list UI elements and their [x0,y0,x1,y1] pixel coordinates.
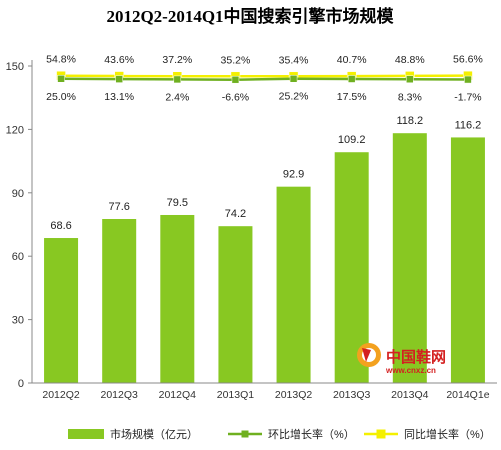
qoq-series-label: 2.4% [165,91,189,103]
yoy-series-label: 40.7% [337,54,367,66]
qoq-series-marker [289,74,298,83]
yoy-series-label: 54.8% [46,54,76,66]
bar [276,186,311,383]
yoy-series-label: 48.8% [395,54,425,66]
qoq-series-label: 13.1% [104,91,134,103]
x-axis: 2012Q2 2012Q3 2012Q4 2013Q1 2013Q2 2013Q3 2013… [32,382,497,401]
watermark-text: 中国鞋网 [386,348,446,366]
yoy-series-label: 56.6% [453,54,483,66]
qoq-series-label: 25.2% [279,91,309,103]
bar [102,219,137,383]
qoq-series-marker [231,75,240,84]
x-tick-label: 2013Q3 [333,389,371,401]
qoq-series-marker [115,75,123,83]
qoq-series-marker [347,75,356,83]
legend-swatch-marker [241,430,249,438]
bar [218,226,253,383]
chart-title: 2012Q2-2014Q1中国搜索引擎市场规模 [106,6,394,26]
line-series: 54.8% 43.6% 37.2% 35.2% 35.4% 40.7% 48.8% 56.6%… [46,54,483,104]
qoq-series-marker [464,75,472,84]
bar-value-label: 109.2 [338,134,366,146]
bar-value-label: 77.6 [108,201,129,213]
qoq-series-label: 25.0% [46,91,76,103]
qoq-series-line [61,77,468,81]
qoq-series-marker [173,75,182,84]
x-tick-label: 2012Q2 [42,389,80,401]
y-tick-label: 120 [6,124,24,136]
qoq-series-label: 8.3% [398,91,422,103]
x-tick-label: 2013Q4 [391,389,429,401]
x-tick-label: 2013Q1 [217,389,255,401]
y-axis: 0 30 60 90 120 150 [6,60,33,390]
bar [450,137,485,383]
x-tick-label: 2013Q2 [275,389,313,401]
bar [392,133,427,383]
qoq-series-label: -6.6% [222,92,249,104]
bar [334,152,369,383]
yoy-series: 54.8% 43.6% 37.2% 35.2% 35.4% 40.7% 48.8% 56.6% [46,54,483,82]
yoy-series-line [61,74,468,78]
y-tick-label: 150 [6,61,24,73]
bar [44,238,79,383]
watermark-url: www.cnxz.cn [385,366,436,375]
x-tick-label: 2012Q3 [101,389,139,401]
bar-value-labels: 68.6 77.6 79.5 74.2 92.9 109.2 118.2 116.2 [50,115,481,232]
bar-value-label: 118.2 [396,115,423,127]
legend-label: 市场规模（亿元） [110,427,198,441]
legend-label: 环比增长率（%） [268,427,355,441]
bar [160,214,195,383]
watermark-logo-icon [357,343,381,367]
y-tick-label: 0 [18,378,24,390]
bar-value-label: 79.5 [167,197,188,209]
yoy-series-label: 43.6% [104,54,134,66]
y-tick-label: 90 [12,188,24,200]
bar-value-label: 68.6 [50,220,71,232]
legend-swatch-bar [68,429,104,439]
qoq-series-label: -1.7% [454,92,481,104]
qoq-series-label: 17.5% [337,91,367,103]
yoy-series-label: 35.4% [279,54,309,66]
y-tick-label: 60 [12,251,24,263]
qoq-series-marker [406,75,414,84]
x-tick-label: 2012Q4 [159,389,197,401]
legend-label: 同比增长率（%） [404,427,491,441]
bar-value-label: 74.2 [225,208,246,220]
bar-value-label: 92.9 [283,169,304,181]
yoy-series-label: 37.2% [162,54,192,66]
legend-swatch-marker [376,429,386,439]
qoq-series-marker [57,75,65,83]
y-tick-label: 30 [12,315,24,327]
legend: 市场规模（亿元） 环比增长率（%） 同比增长率（%） [68,427,491,441]
qoq-series: 25.0% 13.1% 2.4% -6.6% 25.2% 17.5% 8.3% -1.7% [46,74,482,104]
yoy-series-label: 35.2% [221,54,251,66]
x-tick-label: 2014Q1e [446,389,489,401]
bar-value-label: 116.2 [455,119,482,131]
watermark: 中国鞋网 www.cnxz.cn [357,343,446,375]
bar-series [44,133,485,383]
